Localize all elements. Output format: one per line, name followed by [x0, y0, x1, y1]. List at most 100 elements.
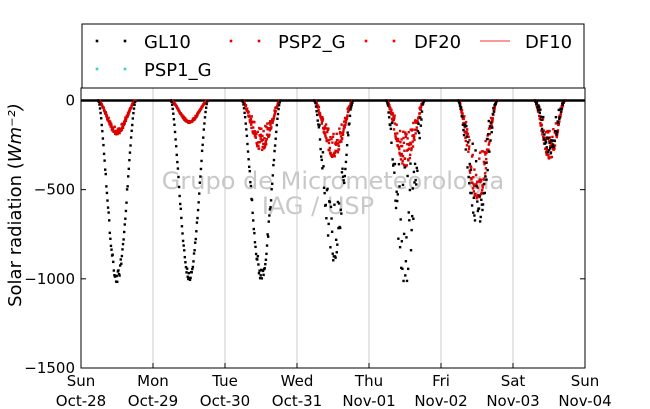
- data-point-psp2-g: [249, 117, 253, 121]
- data-point-gl10: [204, 110, 207, 114]
- data-point-psp2-g: [551, 135, 554, 139]
- data-point-gl10: [403, 166, 406, 169]
- data-point-gl10: [109, 237, 112, 241]
- data-point-gl10: [319, 155, 323, 158]
- data-point-gl10: [389, 127, 393, 131]
- data-point-gl10: [97, 99, 100, 102]
- x-tick-label-day: Tue: [211, 372, 238, 390]
- data-point-psp2-g: [548, 129, 551, 133]
- data-point-gl10: [477, 207, 481, 210]
- data-point-gl10: [401, 267, 404, 271]
- data-point-gl10: [413, 162, 417, 166]
- data-point-psp2-g: [317, 105, 321, 109]
- data-point-gl10: [170, 103, 174, 107]
- data-point-psp2-g: [472, 182, 475, 186]
- data-point-gl10: [390, 141, 393, 144]
- data-point-psp2-g: [259, 137, 262, 140]
- data-point-gl10: [118, 264, 122, 267]
- data-point-gl10: [340, 212, 343, 215]
- data-point-gl10: [468, 182, 471, 185]
- data-point-gl10: [244, 122, 247, 125]
- data-point-psp2-g: [261, 138, 265, 142]
- data-point-gl10: [127, 167, 131, 171]
- data-point-gl10: [399, 218, 402, 221]
- legend-item-df10: DF10: [480, 32, 572, 53]
- data-point-gl10: [191, 267, 194, 271]
- data-point-gl10: [416, 169, 419, 172]
- data-point-psp2-g: [466, 128, 469, 131]
- data-point-psp2-g: [110, 122, 113, 126]
- data-point-psp2-g: [472, 176, 475, 179]
- data-point-gl10: [319, 147, 322, 151]
- data-point-psp2-g: [343, 120, 346, 123]
- data-point-psp2-g: [479, 193, 483, 196]
- data-point-gl10: [272, 163, 275, 167]
- data-point-gl10: [125, 201, 128, 204]
- data-point-gl10: [411, 214, 414, 218]
- data-point-gl10: [266, 233, 269, 236]
- data-point-gl10: [202, 128, 206, 131]
- legend-label-psp2-g: PSP2_G: [278, 32, 346, 53]
- data-point-psp2-g: [327, 141, 331, 145]
- data-point-gl10: [184, 261, 187, 264]
- data-point-psp2-g: [407, 159, 410, 162]
- data-point-gl10: [553, 139, 556, 143]
- data-point-psp2-g: [410, 148, 413, 152]
- data-point-psp2-g: [464, 120, 468, 124]
- data-point-psp2-g: [114, 129, 118, 133]
- data-point-psp2-g: [485, 151, 488, 155]
- data-point-gl10: [547, 136, 550, 140]
- data-point-psp2-g: [399, 154, 402, 157]
- data-point-gl10: [268, 208, 272, 211]
- data-point-psp2-g: [100, 103, 103, 106]
- data-point-gl10: [172, 112, 175, 115]
- data-point-gl10: [323, 191, 326, 195]
- data-point-psp2-g: [549, 156, 552, 159]
- data-point-psp2-g: [397, 139, 400, 143]
- data-point-psp2-g: [182, 115, 186, 119]
- data-point-gl10: [267, 235, 270, 238]
- data-point-gl10: [387, 111, 390, 114]
- data-point-psp2-g: [398, 151, 401, 155]
- data-point-gl10: [420, 110, 424, 113]
- data-point-psp2-g: [462, 121, 466, 125]
- data-point-gl10: [556, 120, 559, 123]
- data-point-psp2-g: [411, 128, 414, 131]
- data-point-psp2-g: [340, 123, 343, 126]
- data-point-gl10: [125, 188, 129, 191]
- data-point-psp2-g: [324, 123, 328, 126]
- data-point-gl10: [331, 252, 334, 255]
- data-point-psp2-g: [463, 115, 466, 118]
- data-point-gl10: [265, 252, 268, 256]
- data-point-gl10: [181, 239, 185, 243]
- data-point-gl10: [254, 245, 257, 249]
- data-point-gl10: [246, 150, 250, 153]
- data-point-gl10: [492, 106, 495, 110]
- data-point-psp2-g: [393, 114, 396, 117]
- data-point-psp2-g: [556, 129, 560, 132]
- data-point-psp2-g: [113, 131, 117, 134]
- data-point-psp2-g: [394, 132, 397, 135]
- data-point-gl10: [313, 100, 317, 103]
- data-point-gl10: [336, 200, 340, 204]
- data-point-psp2-g: [408, 153, 412, 157]
- data-point-gl10: [252, 219, 255, 222]
- data-point-psp2-g: [400, 138, 403, 141]
- data-point-gl10: [245, 128, 248, 131]
- data-point-psp2-g: [549, 144, 552, 147]
- data-point-gl10: [101, 137, 105, 140]
- legend-marker-df20: [364, 39, 396, 43]
- data-point-psp2-g: [259, 134, 262, 138]
- data-point-gl10: [411, 187, 414, 190]
- data-point-gl10: [249, 184, 253, 188]
- data-point-psp2-g: [419, 108, 423, 111]
- data-point-gl10: [410, 228, 413, 232]
- data-point-gl10: [462, 133, 466, 137]
- data-point-psp2-g: [467, 150, 470, 153]
- data-point-psp2-g: [331, 135, 335, 138]
- data-point-psp2-g: [400, 144, 404, 148]
- data-point-psp2-g: [109, 121, 112, 124]
- data-point-gl10: [470, 204, 474, 207]
- data-point-psp2-g: [257, 144, 260, 148]
- data-point-gl10: [536, 108, 540, 112]
